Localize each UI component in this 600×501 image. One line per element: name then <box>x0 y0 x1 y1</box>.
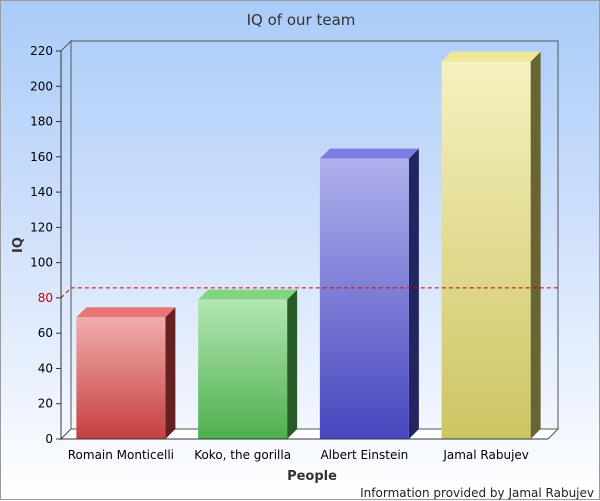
bar-4 <box>441 51 541 439</box>
bar-top <box>319 148 419 159</box>
y-axis-label: IQ <box>11 237 26 253</box>
footer-note: Information provided by Jamal Rabujev <box>360 486 594 500</box>
y-tick-label: 100 <box>30 256 53 270</box>
y-tick-label: 20 <box>38 397 53 411</box>
bar-top <box>76 307 176 318</box>
y-tick-label: 120 <box>30 220 53 234</box>
bar-side <box>165 307 176 439</box>
back-wall <box>70 40 559 430</box>
x-axis-label: People <box>287 469 337 484</box>
reference-line <box>60 287 558 299</box>
chart-title: IQ of our team <box>247 11 356 29</box>
y-tick-label: 80 <box>38 291 53 305</box>
bar-top <box>198 289 298 300</box>
y-tick-label: 200 <box>30 79 53 93</box>
y-tick-label: 60 <box>38 326 53 340</box>
bar-front <box>319 158 409 439</box>
bar-front <box>76 317 166 439</box>
y-tick-label: 40 <box>38 361 53 375</box>
bar-front <box>441 61 531 439</box>
plot-area: 0 20 40 60 80 100 120 140 160 180 200 220 Romain Mon… <box>30 39 560 462</box>
left-wall <box>60 39 72 441</box>
y-tick-label: 140 <box>30 185 53 199</box>
bar-3 <box>319 148 419 439</box>
x-tick-label: Romain Monticelli <box>68 448 174 462</box>
bar-side <box>408 148 419 439</box>
bar-side <box>530 51 541 439</box>
x-tick-label: Albert Einstein <box>320 448 408 462</box>
y-tick-label: 160 <box>30 150 53 164</box>
x-tick-label: Jamal Rabujev <box>442 448 529 462</box>
bar-front <box>198 299 288 439</box>
x-tick-label: Koko, the gorilla <box>194 448 291 462</box>
bar-1 <box>76 307 176 439</box>
bar-2 <box>198 289 298 439</box>
bar-side <box>287 289 298 439</box>
y-tick-label: 180 <box>30 115 53 129</box>
y-tick-label: 220 <box>30 44 53 58</box>
bar-top <box>441 51 541 62</box>
y-tick-label: 0 <box>45 432 53 446</box>
